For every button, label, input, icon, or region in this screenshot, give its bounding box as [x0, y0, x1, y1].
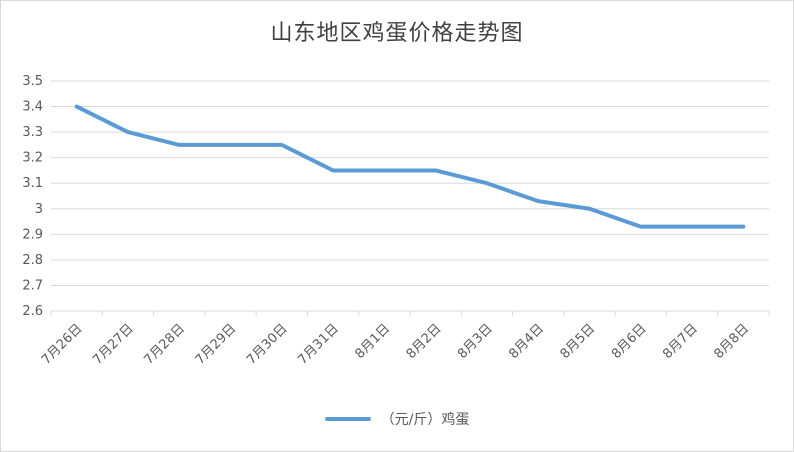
y-tick-label-1: 3.4 [22, 100, 43, 115]
y-tick-label-0: 3.5 [22, 74, 43, 89]
data-point-0-9 [537, 200, 539, 202]
data-point-0-13 [742, 226, 744, 228]
data-point-0-5 [332, 169, 334, 171]
data-point-0-10 [589, 208, 590, 210]
data-point-0-12 [691, 226, 693, 228]
data-point-0-1 [127, 131, 129, 133]
x-tick-label-4: 7月30日 [244, 321, 291, 368]
data-point-0-3 [230, 144, 231, 146]
legend-label: （元/斤）鸡蛋 [380, 412, 470, 428]
data-point-0-8 [486, 182, 488, 184]
legend-swatch [324, 417, 371, 421]
series-line-0 [74, 104, 746, 229]
y-tick-label-2: 3.3 [22, 125, 43, 140]
data-point-0-11 [640, 226, 642, 228]
y-tick-label-7: 2.8 [22, 253, 43, 268]
legend: （元/斤）鸡蛋 [1, 409, 793, 429]
y-tick-label-3: 3.2 [22, 151, 43, 166]
chart-title: 山东地区鸡蛋价格走势图 [270, 21, 524, 46]
y-tick-label-4: 3.1 [22, 176, 43, 191]
x-tick-label-1: 7月27日 [90, 321, 137, 368]
x-tick-label-7: 8月2日 [404, 321, 445, 362]
x-tick-label-8: 8月3日 [455, 321, 496, 362]
y-tick-label-5: 3 [35, 202, 43, 217]
y-tick-label-8: 2.7 [22, 278, 43, 293]
x-tick-label-0: 7月26日 [39, 321, 86, 368]
x-tick-label-5: 7月31日 [295, 321, 342, 368]
x-tick-label-12: 8月7日 [660, 321, 701, 362]
x-tick-label-13: 8月8日 [711, 321, 752, 362]
x-tick-label-3: 7月29日 [193, 321, 240, 368]
data-point-0-0 [76, 106, 78, 108]
y-tick-label-9: 2.6 [22, 304, 43, 319]
x-tick-label-2: 7月28日 [141, 321, 188, 368]
x-tick-label-9: 8月4日 [506, 321, 547, 362]
x-tick-label-10: 8月5日 [558, 321, 599, 362]
data-point-0-4 [281, 144, 283, 146]
x-tick-label-6: 8月1日 [352, 321, 393, 362]
x-tick-label-11: 8月6日 [609, 321, 650, 362]
y-tick-label-6: 2.9 [22, 227, 43, 242]
data-point-0-6 [383, 169, 385, 171]
data-point-0-2 [178, 144, 180, 146]
data-point-0-7 [435, 169, 437, 171]
